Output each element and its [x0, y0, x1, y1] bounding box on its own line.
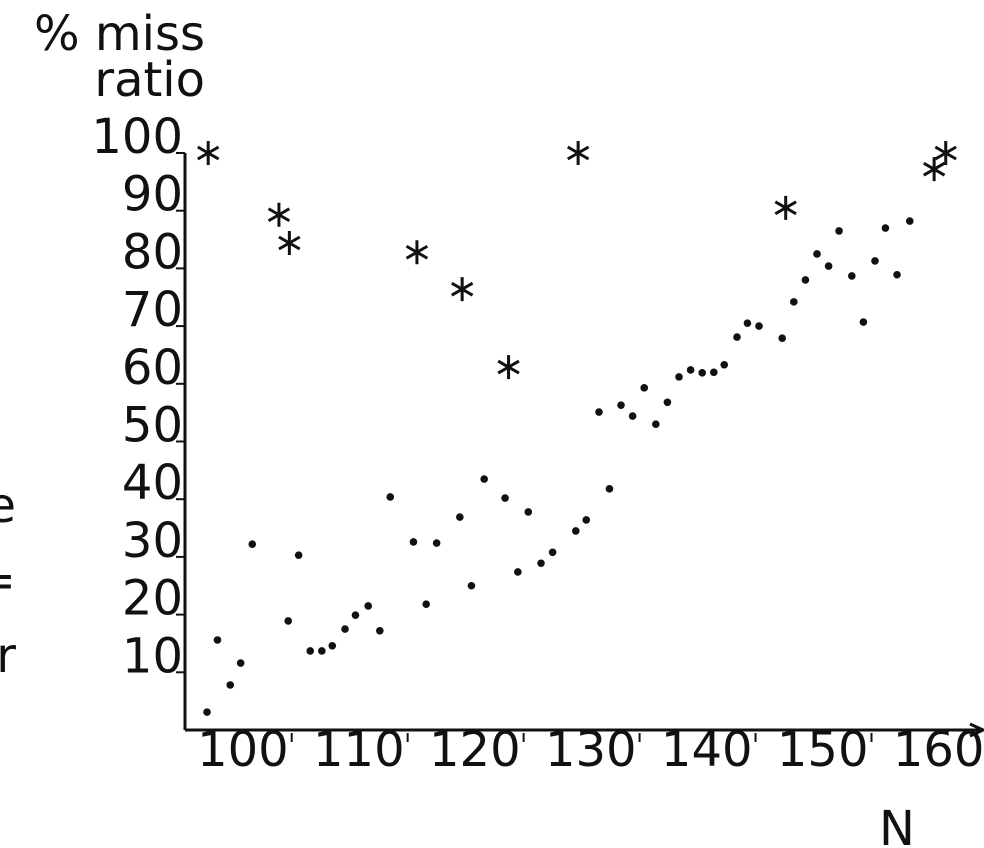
star-point [278, 231, 301, 256]
dot-point [376, 626, 384, 635]
dot-point [640, 384, 649, 392]
dot-point [328, 641, 337, 650]
dot-point [501, 494, 509, 502]
dot-point [341, 625, 349, 633]
dot-point [294, 551, 303, 559]
dot-point [859, 318, 868, 326]
dot-point [905, 217, 914, 225]
dot-point [755, 322, 763, 330]
dot-point [409, 538, 418, 546]
dot-point [733, 333, 741, 341]
dot-point [318, 647, 326, 655]
y-tick-label: 80 [122, 224, 183, 280]
dot-point [605, 485, 614, 493]
dot-point [778, 334, 787, 343]
y-tick-label: 60 [122, 340, 183, 396]
side-label: = [0, 553, 16, 609]
dot-point [306, 647, 315, 655]
star-point [774, 195, 797, 220]
star-point [566, 141, 590, 165]
dot-point [881, 224, 890, 232]
y-tick-label: 20 [122, 571, 183, 627]
side-label: r [0, 628, 16, 684]
star-point [197, 141, 220, 165]
y-tick-label: 40 [122, 455, 183, 511]
dot-point [743, 319, 752, 328]
dot-point [248, 540, 257, 549]
star-point [451, 277, 474, 302]
dot-point [686, 366, 695, 374]
star-point [922, 157, 946, 182]
star-point [497, 355, 520, 380]
dot-point [422, 600, 431, 609]
side-label: e [0, 478, 16, 534]
dot-point [893, 270, 901, 279]
dot-point [582, 516, 591, 524]
dot-point [652, 420, 660, 428]
y-axis-label: % miss [34, 6, 205, 62]
dot-point [628, 412, 637, 420]
dot-point [351, 611, 360, 619]
dot-point [801, 276, 810, 284]
y-axis-label: ratio [94, 52, 205, 108]
dot-point [456, 513, 464, 521]
dot-point [572, 527, 580, 535]
dot-point [480, 475, 488, 483]
y-tick-label: 100 [91, 109, 183, 165]
dot-point [524, 508, 533, 516]
dot-point [203, 708, 211, 716]
y-tick-label: 50 [122, 398, 183, 454]
dot-point [675, 373, 683, 381]
dot-point [514, 568, 522, 576]
dot-point [720, 360, 729, 369]
x-tick-label: 100 [197, 722, 289, 778]
dot-point [548, 548, 557, 557]
dot-point [537, 559, 545, 568]
dot-point [698, 369, 707, 377]
dot-point [236, 659, 245, 667]
dot-point [364, 602, 373, 610]
dot-point [386, 493, 395, 501]
dot-point [710, 368, 718, 377]
y-tick-label: 70 [122, 282, 183, 338]
dot-point [847, 272, 856, 280]
star-point [934, 141, 957, 165]
y-tick-label: 30 [122, 513, 183, 569]
y-tick-label: 10 [122, 628, 183, 684]
dot-point [835, 227, 843, 235]
dot-point [284, 617, 293, 625]
dot-point [871, 257, 879, 265]
dot-point [595, 408, 603, 416]
dot-point [432, 539, 441, 547]
dot-point [617, 401, 625, 409]
x-tick-label: 150 [777, 722, 869, 778]
dot-point [226, 681, 235, 689]
star-point [267, 202, 291, 227]
dot-point [663, 398, 672, 407]
dot-point [813, 250, 821, 258]
x-tick-label: 160 [893, 722, 984, 778]
x-tick-label: 130 [545, 722, 637, 778]
x-tick-label: 140 [661, 722, 753, 778]
dot-point [467, 581, 476, 590]
dot-point [790, 298, 798, 306]
x-axis-label: N [879, 801, 915, 848]
dot-point [824, 262, 833, 270]
dot-point [213, 636, 222, 644]
x-tick-label: 120 [429, 722, 521, 778]
x-tick-label: 110 [313, 722, 405, 778]
star-point [405, 240, 429, 265]
y-tick-label: 90 [122, 167, 183, 223]
x-axis-arrow [969, 722, 984, 738]
